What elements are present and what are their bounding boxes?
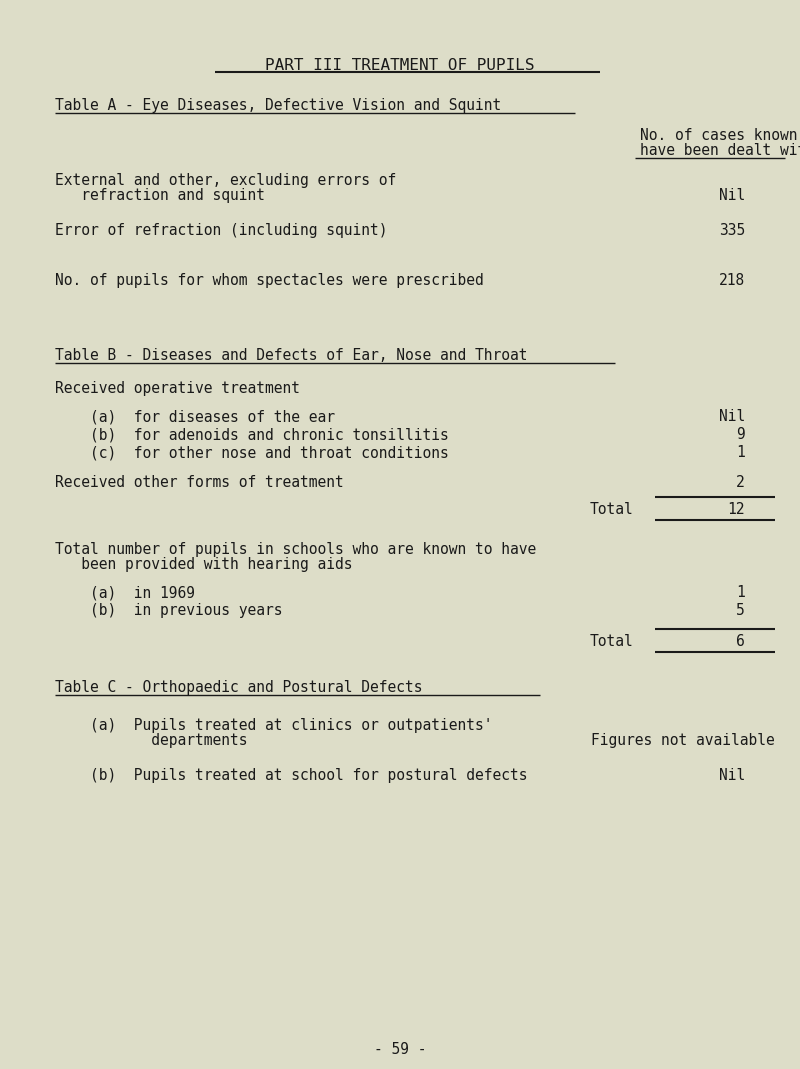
Text: Nil: Nil: [718, 409, 745, 424]
Text: Total: Total: [590, 502, 634, 517]
Text: Received other forms of treatment: Received other forms of treatment: [55, 475, 344, 490]
Text: 5: 5: [736, 603, 745, 618]
Text: refraction and squint: refraction and squint: [55, 188, 265, 203]
Text: Table A - Eye Diseases, Defective Vision and Squint: Table A - Eye Diseases, Defective Vision…: [55, 98, 502, 113]
Text: Received operative treatment: Received operative treatment: [55, 381, 300, 396]
Text: Error of refraction (including squint): Error of refraction (including squint): [55, 223, 387, 238]
Text: (b)  for adenoids and chronic tonsillitis: (b) for adenoids and chronic tonsillitis: [55, 427, 449, 441]
Text: 6: 6: [736, 634, 745, 649]
Text: departments: departments: [55, 733, 247, 748]
Text: (a)  in 1969: (a) in 1969: [55, 585, 195, 600]
Text: (b)  in previous years: (b) in previous years: [55, 603, 282, 618]
Text: 218: 218: [718, 273, 745, 288]
Text: External and other, excluding errors of: External and other, excluding errors of: [55, 173, 396, 188]
Text: 1: 1: [736, 445, 745, 460]
Text: been provided with hearing aids: been provided with hearing aids: [55, 557, 353, 572]
Text: Total: Total: [590, 634, 634, 649]
Text: 1: 1: [736, 585, 745, 600]
Text: (a)  Pupils treated at clinics or outpatients': (a) Pupils treated at clinics or outpati…: [55, 718, 493, 733]
Text: have been dealt with: have been dealt with: [640, 143, 800, 158]
Text: (c)  for other nose and throat conditions: (c) for other nose and throat conditions: [55, 445, 449, 460]
Text: Nil: Nil: [718, 768, 745, 783]
Text: No. of cases known to: No. of cases known to: [640, 128, 800, 143]
Text: Nil: Nil: [718, 188, 745, 203]
Text: 335: 335: [718, 223, 745, 238]
Text: (a)  for diseases of the ear: (a) for diseases of the ear: [55, 409, 335, 424]
Text: Figures not available: Figures not available: [591, 733, 775, 748]
Text: (b)  Pupils treated at school for postural defects: (b) Pupils treated at school for postura…: [55, 768, 527, 783]
Text: Table C - Orthopaedic and Postural Defects: Table C - Orthopaedic and Postural Defec…: [55, 680, 422, 695]
Text: 2: 2: [736, 475, 745, 490]
Text: 9: 9: [736, 427, 745, 441]
Text: - 59 -: - 59 -: [374, 1042, 426, 1057]
Text: 12: 12: [727, 502, 745, 517]
Text: PART III TREATMENT OF PUPILS: PART III TREATMENT OF PUPILS: [266, 58, 534, 73]
Text: Total number of pupils in schools who are known to have: Total number of pupils in schools who ar…: [55, 542, 536, 557]
Text: Table B - Diseases and Defects of Ear, Nose and Throat: Table B - Diseases and Defects of Ear, N…: [55, 348, 527, 363]
Text: No. of pupils for whom spectacles were prescribed: No. of pupils for whom spectacles were p…: [55, 273, 484, 288]
